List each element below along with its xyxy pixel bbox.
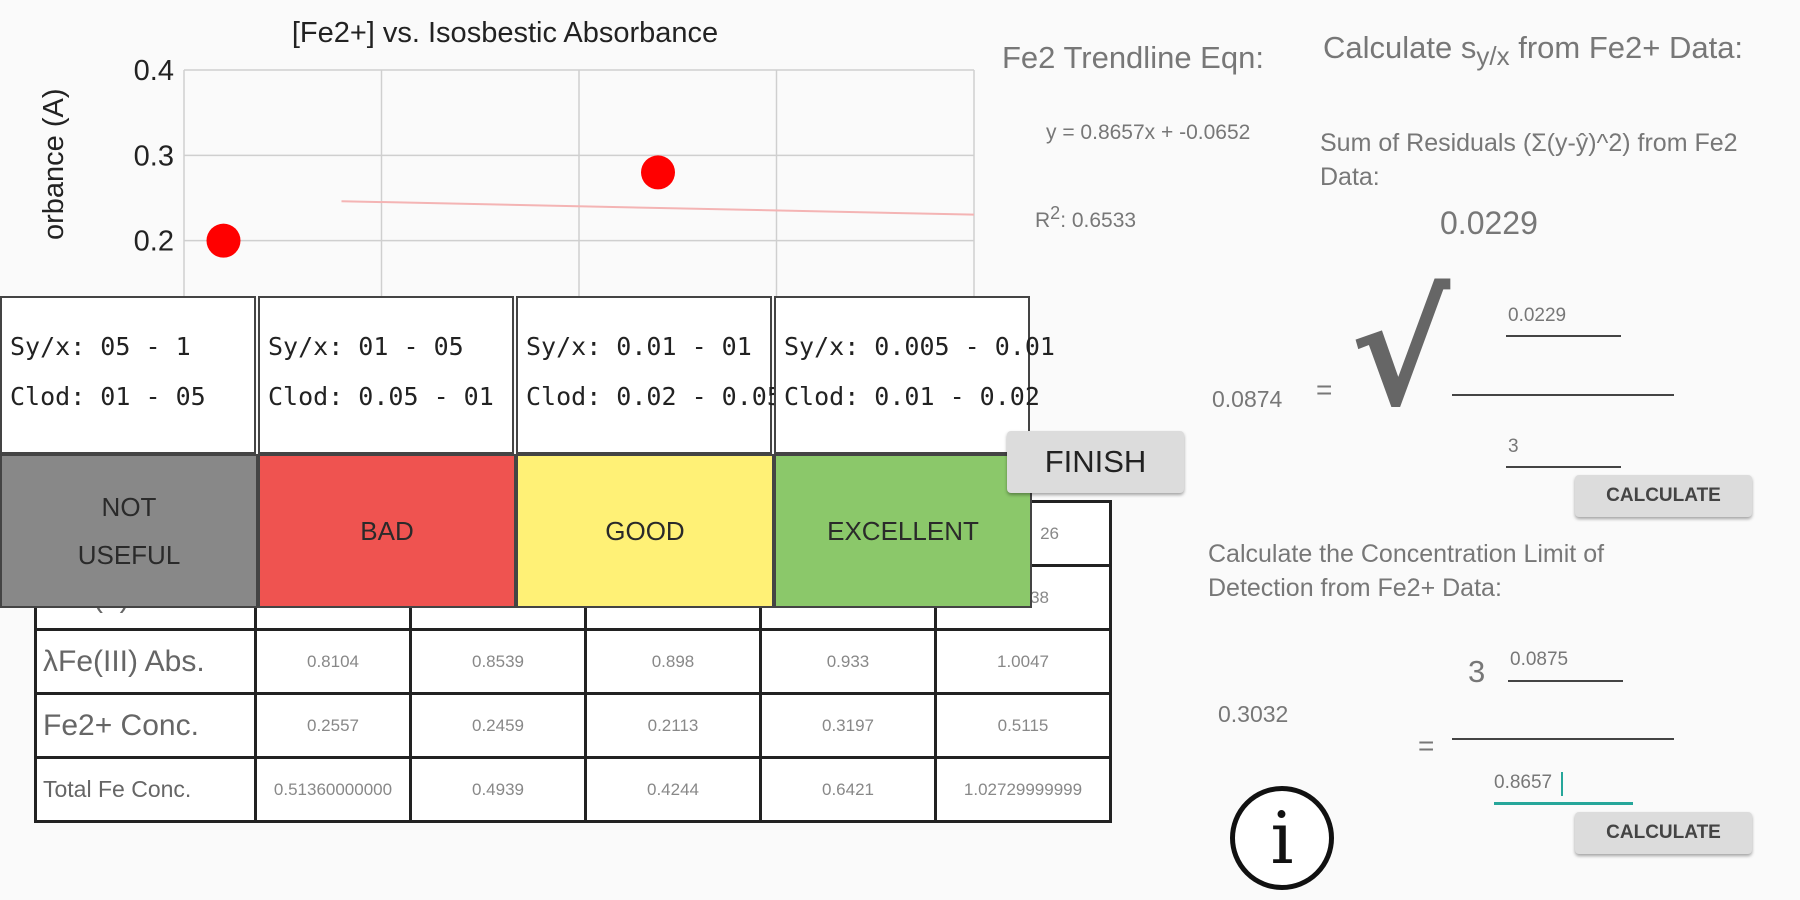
syx-range: Sy/x: 05 - 1 (10, 332, 191, 361)
syx-range: Sy/x: 0.01 - 01 (526, 332, 752, 361)
square-root-icon: √ (1350, 266, 1451, 440)
equals-sign: = (1316, 374, 1333, 405)
clod-range: Clod: 01 - 05 (10, 382, 206, 411)
category-label-line2: USEFUL (77, 540, 181, 570)
clod-range: Clod: 0.01 - 0.02 (784, 382, 1040, 411)
denominator-underline (1506, 466, 1621, 468)
absorbance-chart: [Fe2+] vs. Isosbestic Absorbance orbance… (38, 17, 975, 310)
denominator-input[interactable]: 3 (1508, 436, 1519, 457)
clod-denominator-underline-focused (1494, 802, 1633, 805)
residuals-label: Sum of Residuals (Σ(y-ŷ)^2) from Fe2 Dat… (1320, 129, 1738, 191)
trendline (341, 200, 975, 216)
range-cell-excellent: Sy/x: 0.005 - 0.01 Clod: 0.01 - 0.02 (774, 296, 1055, 454)
data-points (206, 155, 675, 258)
r-squared: R2: 0.6533 (1035, 203, 1137, 232)
numerator-input[interactable]: 0.0229 (1508, 305, 1567, 326)
table-cell: 0.4244 (584, 756, 762, 823)
range-cell-not-useful: Sy/x: 05 - 1 Clod: 01 - 05 (0, 296, 256, 454)
data-point (206, 223, 241, 258)
y-tick-labels: 0.4 0.3 0.2 (134, 55, 174, 258)
clod-range: Clod: 0.02 - 0.05 (526, 382, 782, 411)
table-cell: 0.5115 (934, 692, 1112, 759)
table-cell: 0.2557 (254, 692, 412, 759)
category-not-useful[interactable]: NOT USEFUL (0, 454, 258, 608)
y-tick-label: 0.2 (134, 226, 174, 258)
table-row: Fe2+ Conc. 0.2557 0.2459 0.2113 0.3197 0… (34, 692, 1112, 759)
data-point (641, 155, 675, 190)
table-cell: 0.2459 (409, 692, 587, 759)
table-cell: 1.02729999999 (934, 756, 1112, 823)
clod-equals-sign: = (1418, 730, 1435, 761)
table-cell: 0.933 (759, 628, 937, 695)
table-row: Total Fe Conc. 0.51360000000 0.4939 0.42… (34, 756, 1112, 823)
chart-grid (183, 69, 975, 310)
clod-denominator-input[interactable]: 0.8657 (1494, 772, 1553, 793)
text-cursor (1561, 772, 1563, 796)
category-label: NOT (101, 492, 157, 522)
range-cell-good: Sy/x: 0.01 - 01 Clod: 0.02 - 0.05 (516, 296, 782, 454)
syx-heading: Calculate sy/x from Fe2+ Data: (1323, 30, 1744, 72)
syx-range: Sy/x: 0.005 - 0.01 (784, 332, 1055, 361)
table-cell: 0.51360000000 (254, 756, 412, 823)
trendline-heading: Fe2 Trendline Eqn: (1002, 40, 1264, 75)
clod-heading: Calculate the Concentration Limit of Det… (1208, 540, 1605, 602)
table-cell: 0.898 (584, 628, 762, 695)
range-cell-bad: Sy/x: 01 - 05 Clod: 0.05 - 01 (258, 296, 514, 454)
fraction-bar (1452, 394, 1674, 396)
syx-range: Sy/x: 01 - 05 (268, 332, 464, 361)
calculate-syx-button[interactable]: CALCULATE (1575, 475, 1752, 517)
category-label: BAD (360, 516, 414, 546)
clod-range: Clod: 0.05 - 01 (268, 382, 494, 411)
rating-popup: Sy/x: 05 - 1 Clod: 01 - 05 Sy/x: 01 - 05… (0, 296, 1055, 612)
category-bad[interactable]: BAD (258, 454, 516, 608)
finish-button[interactable]: FINISH (1007, 431, 1184, 493)
numerator-underline (1506, 335, 1621, 337)
table-cell: 0.3197 (759, 692, 937, 759)
trendline-line (341, 200, 975, 216)
clod-fraction-bar (1452, 738, 1674, 740)
category-label: EXCELLENT (827, 516, 979, 546)
y-axis-label: orbance (A) (38, 88, 70, 240)
residuals-value: 0.0229 (1440, 205, 1538, 241)
calculate-clod-button[interactable]: CALCULATE (1575, 812, 1752, 854)
info-icon[interactable]: i (1230, 786, 1334, 890)
syx-result: 0.0874 (1212, 386, 1283, 412)
table-row: λFe(III) Abs. 0.8104 0.8539 0.898 0.933 … (34, 628, 1112, 695)
clod-numerator-input[interactable]: 0.0875 (1510, 649, 1569, 670)
row-label: Total Fe Conc. (34, 756, 257, 823)
clod-multiplier: 3 (1468, 654, 1486, 689)
chart-title: [Fe2+] vs. Isosbestic Absorbance (292, 17, 718, 49)
y-tick-label: 0.3 (134, 140, 174, 172)
table-cell: 0.6421 (759, 756, 937, 823)
row-label: λFe(III) Abs. (34, 628, 257, 695)
table-cell: 0.8104 (254, 628, 412, 695)
row-label: Fe2+ Conc. (34, 692, 257, 759)
trendline-equation: y = 0.8657x + -0.0652 (1046, 121, 1251, 144)
category-excellent[interactable]: EXCELLENT (774, 454, 1032, 608)
category-label: GOOD (605, 516, 685, 546)
clod-result: 0.3032 (1218, 701, 1289, 727)
clod-numerator-underline (1508, 680, 1623, 682)
category-good[interactable]: GOOD (516, 454, 774, 608)
table-cell: 0.8539 (409, 628, 587, 695)
table-cell: 1.0047 (934, 628, 1112, 695)
y-tick-label: 0.4 (134, 55, 174, 87)
table-cell: 0.2113 (584, 692, 762, 759)
table-cell: 0.4939 (409, 756, 587, 823)
